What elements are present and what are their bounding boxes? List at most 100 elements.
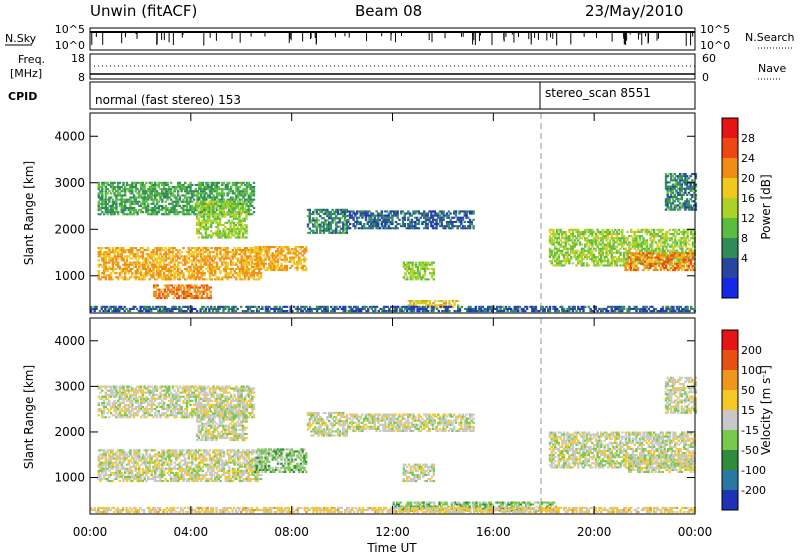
data-cell (199, 226, 202, 229)
data-cell (352, 216, 355, 219)
data-cell (329, 217, 333, 220)
data-cell (280, 246, 283, 249)
data-cell (122, 181, 125, 184)
data-cell (104, 204, 107, 207)
data-cell (169, 278, 173, 281)
data-cell (598, 241, 601, 244)
data-cell (592, 239, 596, 242)
nsky-tick-bottom: 10^0 (55, 39, 85, 52)
data-cell (201, 215, 204, 218)
data-cell (550, 237, 553, 240)
data-cell (245, 236, 248, 239)
data-cell (619, 258, 622, 261)
data-cell (570, 233, 573, 236)
data-cell (675, 196, 678, 199)
data-cell (273, 269, 276, 272)
data-cell (640, 247, 643, 250)
data-cell (199, 207, 202, 210)
data-cell (420, 276, 423, 279)
data-cell (128, 310, 132, 313)
data-cell (185, 267, 189, 270)
data-cell (622, 262, 626, 265)
data-cell (668, 267, 671, 270)
data-cell (220, 234, 223, 237)
data-cell (665, 247, 668, 250)
data-cell (245, 255, 249, 258)
data-cell (624, 241, 628, 244)
data-cell (614, 245, 617, 248)
data-cell (201, 253, 205, 256)
data-cell (143, 278, 146, 281)
data-cell (663, 239, 666, 242)
data-cell (176, 290, 179, 293)
data-cell (204, 232, 208, 235)
data-cell (102, 263, 106, 266)
data-cell (165, 284, 168, 287)
data-cell (426, 212, 429, 215)
data-cell (306, 208, 310, 211)
data-cell (212, 251, 215, 254)
data-cell (647, 252, 650, 255)
data-cell (292, 256, 296, 259)
data-cell (414, 300, 418, 303)
data-cell (282, 258, 285, 261)
data-cell (555, 233, 559, 236)
data-cell (97, 207, 100, 210)
data-cell (394, 212, 398, 215)
data-cell (187, 265, 190, 268)
data-cell (217, 205, 220, 208)
data-cell (203, 202, 206, 205)
data-cell (247, 278, 250, 281)
data-cell (665, 233, 668, 236)
data-cell (472, 212, 475, 215)
data-cell (198, 297, 202, 300)
data-cell (215, 230, 218, 233)
data-cell (153, 292, 156, 295)
data-cell (378, 218, 382, 221)
data-cell (622, 241, 626, 244)
data-cell (271, 264, 274, 267)
data-cell (570, 251, 573, 254)
data-cell (247, 200, 250, 203)
data-cell (101, 207, 104, 210)
data-cell (361, 212, 364, 215)
data-cell (559, 230, 562, 233)
data-cell (143, 204, 146, 207)
data-cell (598, 237, 601, 240)
data-cell (317, 225, 320, 228)
data-cell (217, 215, 220, 218)
data-cell (548, 256, 552, 259)
data-cell (640, 256, 643, 259)
data-cell (99, 247, 102, 250)
data-cell (566, 256, 569, 259)
data-cell (141, 198, 145, 201)
data-cell (208, 255, 212, 258)
data-cell (175, 259, 178, 262)
data-cell (689, 198, 692, 201)
data-cell (633, 247, 636, 250)
data-cell (693, 200, 696, 203)
data-cell (343, 231, 347, 234)
data-cell (217, 192, 220, 195)
data-cell (654, 252, 657, 255)
data-cell (164, 183, 167, 186)
data-cell (210, 205, 213, 208)
data-cell (129, 183, 132, 186)
data-cell (178, 181, 182, 184)
data-cell (164, 211, 167, 214)
data-cell (363, 223, 366, 226)
data-cell (185, 190, 189, 193)
data-cell (102, 267, 106, 270)
data-cell (206, 207, 209, 210)
data-cell (234, 230, 238, 233)
data-cell (322, 227, 326, 230)
data-cell (168, 211, 171, 214)
data-cell (418, 272, 421, 275)
data-cell (418, 261, 421, 264)
data-cell (141, 255, 145, 258)
data-cell (591, 228, 594, 231)
data-cell (198, 290, 202, 293)
data-cell (238, 247, 242, 250)
data-cell (354, 220, 357, 223)
data-cell (687, 264, 691, 267)
